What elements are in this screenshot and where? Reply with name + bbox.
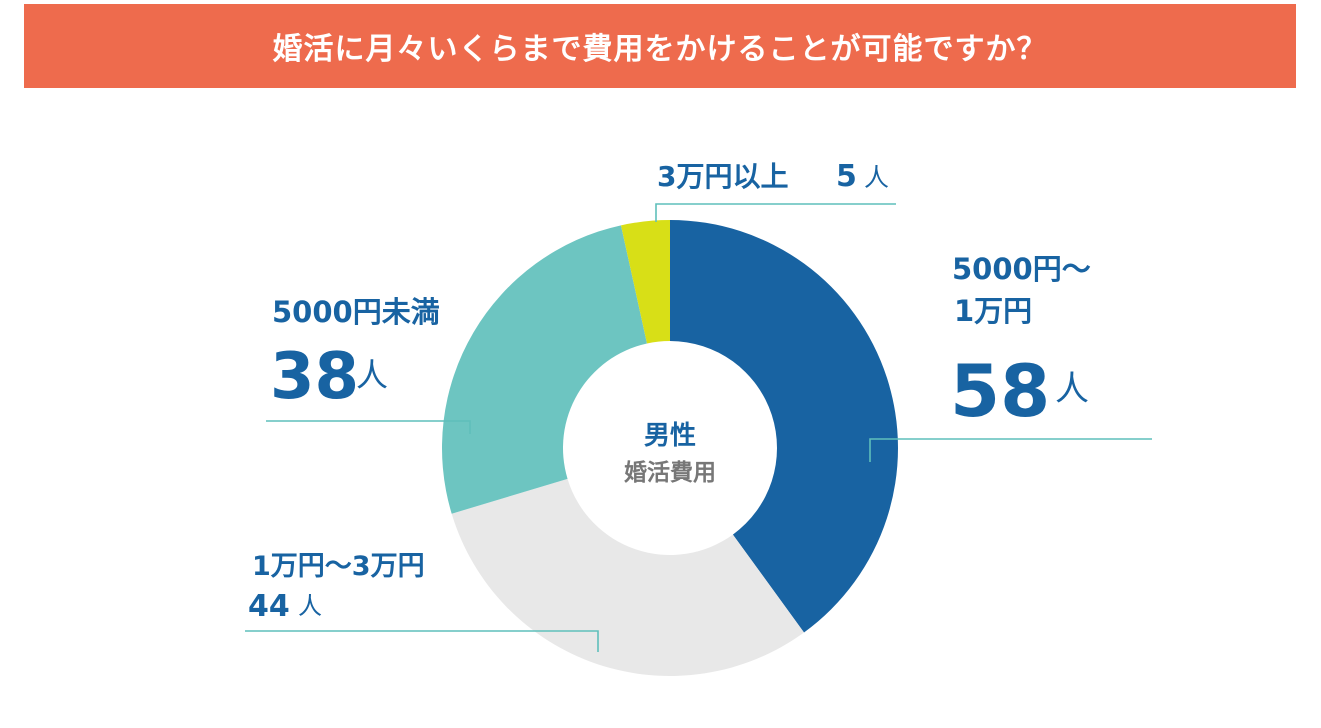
slice-10000-30000 [451,478,805,676]
label-category-5000-10000-line2: 1万円 [954,294,1032,328]
leader-line-5000-10000 [869,438,1152,462]
leader-line-10000-30000 [245,630,599,652]
label-value-under-5000: 38 [270,340,359,414]
slice-over-30000 [620,220,670,344]
leader-line-over-30000 [655,203,896,222]
label-category-under-5000: 5000円未満 [272,295,440,329]
label-category-5000-10000-line1: 5000円〜 [952,252,1091,286]
label-unit-10000-30000: 人 [298,592,322,620]
leader-line-under-5000 [266,420,471,434]
slices-group [442,220,898,676]
chart-title: 婚活に月々いくらまで費用をかけることが可能ですか？ [272,32,1048,67]
label-value-10000-30000: 44 [248,589,290,624]
label-value-5000-10000: 58 [950,349,1050,433]
title-bar: 婚活に月々いくらまで費用をかけることが可能ですか？ [24,4,1296,88]
label-unit-5000-10000: 人 [1055,369,1089,409]
center-label-subject: 婚活費用 [624,459,716,486]
label-value-over-30000: 5 [836,159,857,194]
slice-5000-10000 [670,220,898,633]
center-label-gender: 男性 [644,421,696,451]
label-category-over-30000: 3万円以上 [657,160,788,193]
slice-under-5000 [442,225,647,514]
label-unit-under-5000: 人 [356,356,388,394]
label-category-10000-30000: 1万円〜3万円 [252,551,425,582]
label-unit-over-30000: 人 [864,163,889,192]
